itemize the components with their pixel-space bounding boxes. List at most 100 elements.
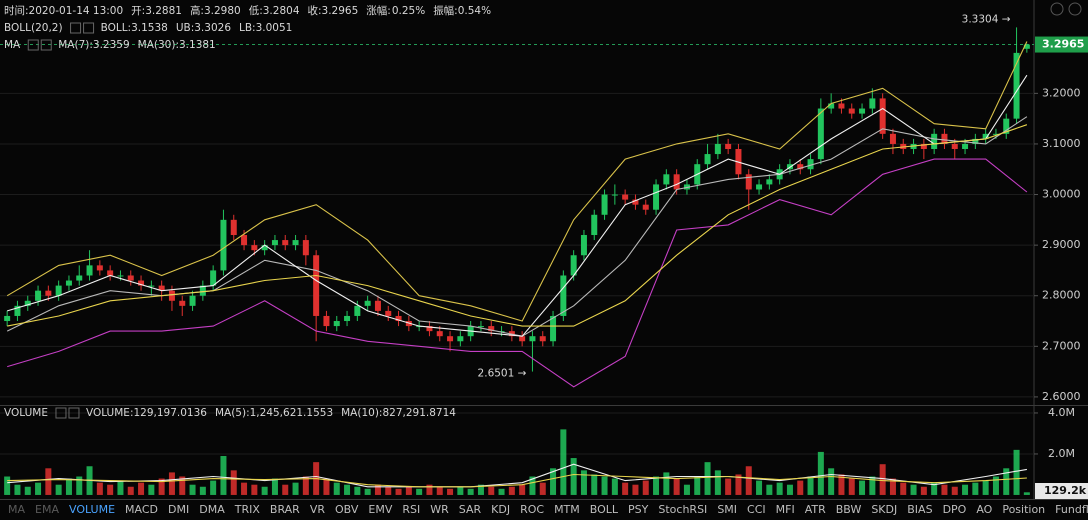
close-icon[interactable] <box>68 407 80 419</box>
candle-body <box>230 219 237 236</box>
indicator-tab[interactable]: EMV <box>368 503 392 516</box>
volume-bar <box>508 486 515 495</box>
volume-bar <box>138 482 145 495</box>
candle-body <box>591 214 598 236</box>
indicator-tab[interactable]: ROC <box>520 503 544 516</box>
indicator-tab[interactable]: DMI <box>168 503 189 516</box>
indicator-tab[interactable]: CCI <box>747 503 766 516</box>
candle-body <box>127 275 134 281</box>
candle-body <box>879 98 886 134</box>
candle-body <box>1013 52 1020 119</box>
volume-bar <box>570 458 577 495</box>
volume-bar <box>786 484 793 495</box>
candle-body <box>519 336 526 342</box>
volume-bar <box>972 482 979 495</box>
settings-icon[interactable] <box>70 22 82 34</box>
indicator-tab[interactable]: MA <box>8 503 25 516</box>
volume-bar <box>982 480 989 495</box>
indicator-tab[interactable]: AO <box>976 503 992 516</box>
volume-bar <box>951 486 958 495</box>
indicator-tab[interactable]: EMA <box>35 503 59 516</box>
settings-icon[interactable] <box>27 39 39 51</box>
y-tick-label: 4.0M <box>1048 406 1075 419</box>
volume-bar <box>24 486 31 495</box>
candle-body <box>313 255 320 316</box>
scroll-button[interactable] <box>1068 2 1082 16</box>
volume-bar <box>447 488 454 495</box>
candle-body <box>797 164 804 170</box>
indicator-tab[interactable]: ATR <box>805 503 826 516</box>
indicator-tab[interactable]: Fundflow <box>1055 503 1088 516</box>
volume-bar <box>241 482 248 495</box>
indicator-tab[interactable]: KDJ <box>491 503 510 516</box>
indicator-tab[interactable]: BBW <box>836 503 862 516</box>
volume-bar <box>55 484 62 495</box>
candle-body <box>374 300 381 311</box>
indicator-tab[interactable]: WR <box>430 503 449 516</box>
candle-body <box>1023 44 1030 49</box>
indicator-tab[interactable]: RSI <box>402 503 420 516</box>
volume-bar <box>117 480 124 495</box>
indicator-tab[interactable]: Position <box>1002 503 1045 516</box>
current-price-label: 3.2965 <box>1042 38 1084 51</box>
candle-body <box>838 103 845 109</box>
indicator-line <box>7 124 1028 327</box>
volume-bar <box>282 484 289 495</box>
candle-body <box>271 240 278 246</box>
indicator-tab[interactable]: SKDJ <box>871 503 897 516</box>
volume-bar <box>539 482 546 495</box>
volume-bar <box>807 476 814 495</box>
indicator-tab[interactable]: VR <box>310 503 326 516</box>
header-field: 开:3.2881 <box>131 5 182 17</box>
indicator-tab[interactable]: MACD <box>125 503 158 516</box>
volume-bar <box>302 476 309 495</box>
candle-body <box>333 321 340 327</box>
close-icon[interactable] <box>40 39 52 51</box>
candle-body <box>86 265 93 276</box>
volume-bar <box>4 476 11 495</box>
volume-bar <box>158 478 165 495</box>
settings-icon[interactable] <box>55 407 67 419</box>
volume-bar <box>591 474 598 495</box>
candle-body <box>869 98 876 109</box>
scroll-control[interactable] <box>1050 2 1082 16</box>
close-icon[interactable] <box>83 22 95 34</box>
candle-body <box>189 295 196 306</box>
volume-bar <box>467 488 474 495</box>
indicator-line <box>7 473 1027 488</box>
indicator-tab[interactable]: StochRSI <box>658 503 707 516</box>
indicator-tab[interactable]: BIAS <box>907 503 932 516</box>
volume-bar <box>179 476 186 495</box>
indicator-tab[interactable]: PSY <box>628 503 649 516</box>
volume-bar <box>683 484 690 495</box>
legend-entry: MA(30):3.1381 <box>138 39 216 51</box>
volume-bar <box>148 484 155 495</box>
indicator-tab[interactable]: BRAR <box>270 503 300 516</box>
candle-body <box>931 133 938 150</box>
y-tick-label: 2.6000 <box>1042 390 1081 403</box>
volume-bar <box>673 478 680 495</box>
indicator-tab[interactable]: SMI <box>717 503 737 516</box>
volume-bar <box>344 484 351 495</box>
indicator-tab[interactable]: VOLUME <box>69 503 115 516</box>
candle-body <box>251 245 258 251</box>
indicator-tab[interactable]: MFI <box>776 503 795 516</box>
volume-bar <box>14 484 21 495</box>
candle-body <box>261 245 268 251</box>
indicator-tab[interactable]: SAR <box>459 503 482 516</box>
volume-bar <box>354 486 361 495</box>
indicator-line <box>6 41 1028 322</box>
max-annotation: 3.3304 → <box>962 13 1011 25</box>
indicator-tab[interactable]: BOLL <box>590 503 619 516</box>
indicator-tab[interactable]: TRIX <box>234 503 261 516</box>
indicator-tab[interactable]: MTM <box>554 503 580 516</box>
indicator-tab[interactable]: OBV <box>335 503 359 516</box>
candle-body <box>199 285 206 296</box>
volume-bar <box>292 482 299 495</box>
legend-group: VOLUME <box>4 407 48 419</box>
legend-entry: MA(7):3.2359 <box>58 39 129 51</box>
scroll-button[interactable] <box>1050 2 1064 16</box>
indicator-tab[interactable]: DMA <box>199 503 225 516</box>
marks <box>0 27 1034 495</box>
indicator-tab[interactable]: DPO <box>943 503 967 516</box>
